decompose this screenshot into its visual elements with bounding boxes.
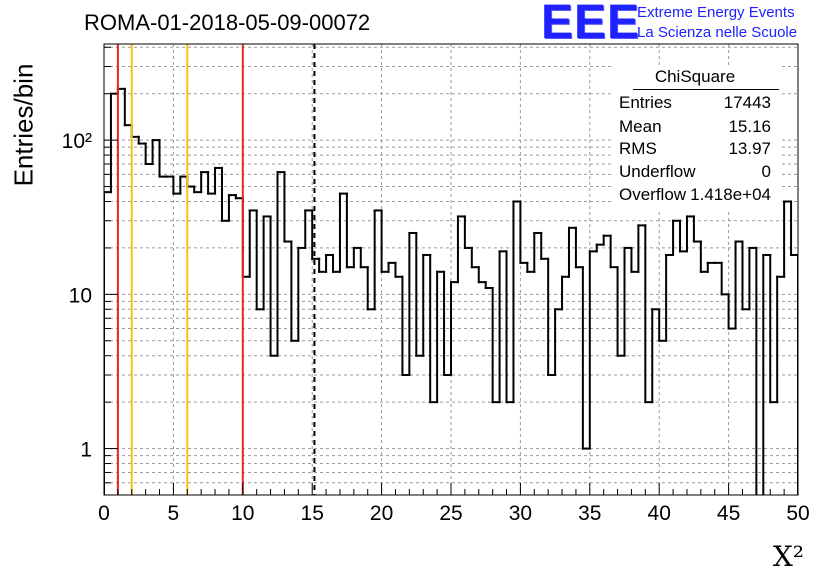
stat-key: Entries [619, 93, 672, 112]
stat-key: Mean [619, 117, 662, 136]
stat-key: Underflow [619, 162, 696, 181]
x-tick-label: 45 [717, 502, 740, 525]
x-tick-label: 35 [578, 502, 601, 525]
stat-row-mean: Mean 15.16 [619, 117, 771, 139]
stat-key: Overflow [619, 185, 687, 204]
x-tick-label: 15 [301, 502, 324, 525]
y-axis-label: Entries/bin [8, 63, 39, 187]
x-tick-label: 40 [648, 502, 671, 525]
y-tick-label: 1 [80, 439, 92, 462]
stat-row-rms: RMS 13.97 [619, 139, 771, 161]
stat-row-underflow: Underflow 0 [619, 162, 771, 184]
reference-lines [116, 44, 316, 495]
stat-value: 0 [761, 162, 771, 181]
stat-value: 1.418e+04 [690, 185, 771, 204]
stat-value: 17443 [723, 93, 771, 112]
stat-row-entries: Entries 17443 [619, 93, 771, 115]
y-tick-label: 10 [69, 284, 92, 307]
y-tick-label: 10² [62, 130, 92, 153]
stat-row-overflow: Overflow 1.418e+04 [619, 185, 771, 207]
x-tick-label: 10 [231, 502, 254, 525]
axes: 0 5 10 15 20 25 30 35 40 45 50 1 10 10² [62, 46, 810, 525]
histogram-series [104, 87, 798, 495]
stats-title: ChiSquare [654, 67, 736, 86]
x-axis-label: X² [772, 540, 804, 573]
x-tick-label: 5 [168, 502, 180, 525]
x-tick-label: 50 [786, 502, 809, 525]
stats-divider [633, 89, 779, 90]
logo-line-1: Extreme Energy Events [637, 4, 795, 21]
stat-key: RMS [619, 139, 657, 158]
logo-line-2: La Scienza nelle Scuole [637, 24, 798, 41]
stat-value: 15.16 [728, 117, 771, 136]
x-tick-label: 30 [509, 502, 532, 525]
stat-value: 13.97 [728, 139, 771, 158]
run-title: ROMA-01-2018-05-09-00072 [84, 10, 371, 35]
y-axis-label-box: Entries/bin [6, 60, 42, 190]
x-tick-label: 20 [370, 502, 393, 525]
x-tick-label: 25 [439, 502, 462, 525]
stats-box: ChiSquare Entries 17443 Mean 15.16 RMS 1… [611, 65, 779, 211]
eee-logo: EEE [541, 0, 641, 49]
x-tick-label: 0 [98, 502, 110, 525]
